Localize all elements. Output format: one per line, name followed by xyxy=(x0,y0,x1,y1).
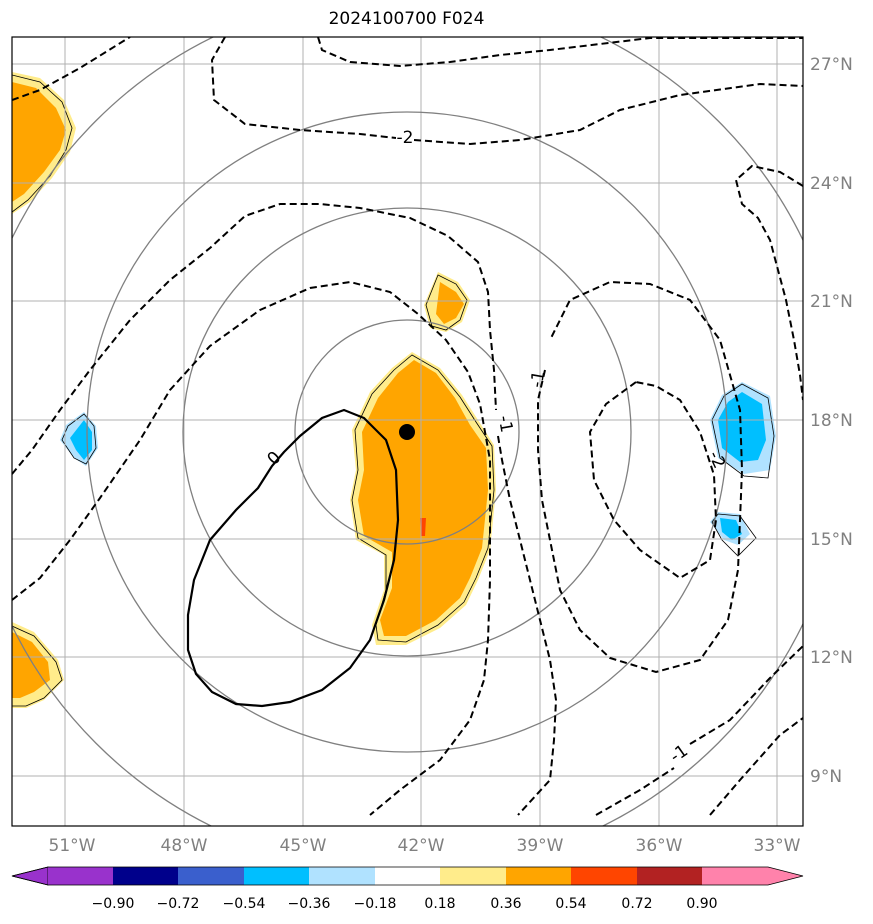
lat-tick: 9°N xyxy=(810,767,842,787)
colorbar-tick: 0.36 xyxy=(490,896,521,912)
lon-tick: 45°W xyxy=(280,836,327,856)
lat-tick-labels: 27°N 24°N 21°N 18°N 15°N 12°N 9°N xyxy=(810,55,853,787)
colorbar-tick: 0.90 xyxy=(686,896,717,912)
contour-label-east: -2 xyxy=(704,448,729,472)
colorbar-segment xyxy=(440,867,506,885)
dashed-contours xyxy=(12,37,803,816)
colorbar-segment xyxy=(309,867,375,885)
graticule xyxy=(12,37,803,826)
lon-tick: 42°W xyxy=(398,836,445,856)
range-rings xyxy=(12,37,803,826)
colorbar-segment xyxy=(48,867,113,885)
colorbar-tick: −0.54 xyxy=(223,896,266,912)
lon-tick: 51°W xyxy=(49,836,96,856)
colorbar-tick: 0.72 xyxy=(621,896,652,912)
lon-tick: 36°W xyxy=(636,836,683,856)
plot-frame xyxy=(11,36,804,827)
positive-anomaly-north-core xyxy=(436,282,464,324)
lat-tick: 18°N xyxy=(810,411,853,431)
colorbar-tick: 0.18 xyxy=(424,896,455,912)
colorbar-extend-high xyxy=(768,867,803,885)
colorbar-segment xyxy=(637,867,702,885)
negative-anomaly-east-small-core xyxy=(720,518,742,540)
lat-tick: 24°N xyxy=(810,174,853,194)
negative-anomaly-east-core xyxy=(718,392,766,462)
positive-anomaly-west-top-core xyxy=(12,82,66,202)
contour-label-southeast: -1 xyxy=(666,741,691,767)
positive-anomaly-core xyxy=(358,360,488,636)
contour-label-zero: 0 xyxy=(264,448,286,470)
colorbar-extend-low xyxy=(11,866,49,886)
lat-tick: 15°N xyxy=(810,530,853,550)
figure-title: 2024100700 F024 xyxy=(328,9,485,29)
storm-center-marker xyxy=(399,424,415,440)
colorbar-tick: −0.90 xyxy=(92,896,135,912)
lon-tick: 48°W xyxy=(161,836,208,856)
lon-tick: 39°W xyxy=(517,836,564,856)
colorbar-tick: −0.36 xyxy=(288,896,331,912)
colorbar-segment xyxy=(702,867,768,885)
zero-contour xyxy=(186,408,400,708)
lon-tick-labels: 51°W 48°W 45°W 42°W 39°W 36°W 33°W xyxy=(49,836,801,856)
contour-label-top: -2 xyxy=(397,128,414,148)
colorbar-segment xyxy=(375,867,440,885)
lat-tick: 27°N xyxy=(810,55,853,75)
lon-tick: 33°W xyxy=(754,836,801,856)
colorbar-tick: −0.18 xyxy=(354,896,397,912)
colorbar-segment xyxy=(244,867,309,885)
colorbar-segment xyxy=(571,867,637,885)
contour-label-center: -1 xyxy=(494,414,517,434)
contour-label-center-east: -1 xyxy=(527,369,550,389)
colorbar-segment xyxy=(506,867,571,885)
colorbar-segment xyxy=(178,867,244,885)
positive-anomaly-west-bottom-core xyxy=(12,632,50,698)
colorbar-segment xyxy=(113,867,178,885)
colorbar: −0.90 −0.72 −0.54 −0.36 −0.18 0.18 0.36 … xyxy=(11,866,804,912)
colorbar-tick: 0.54 xyxy=(555,896,586,912)
colorbar-tick: −0.72 xyxy=(157,896,200,912)
lat-tick: 12°N xyxy=(810,648,853,668)
lat-tick: 21°N xyxy=(810,292,853,312)
shading-outlines xyxy=(12,74,775,707)
